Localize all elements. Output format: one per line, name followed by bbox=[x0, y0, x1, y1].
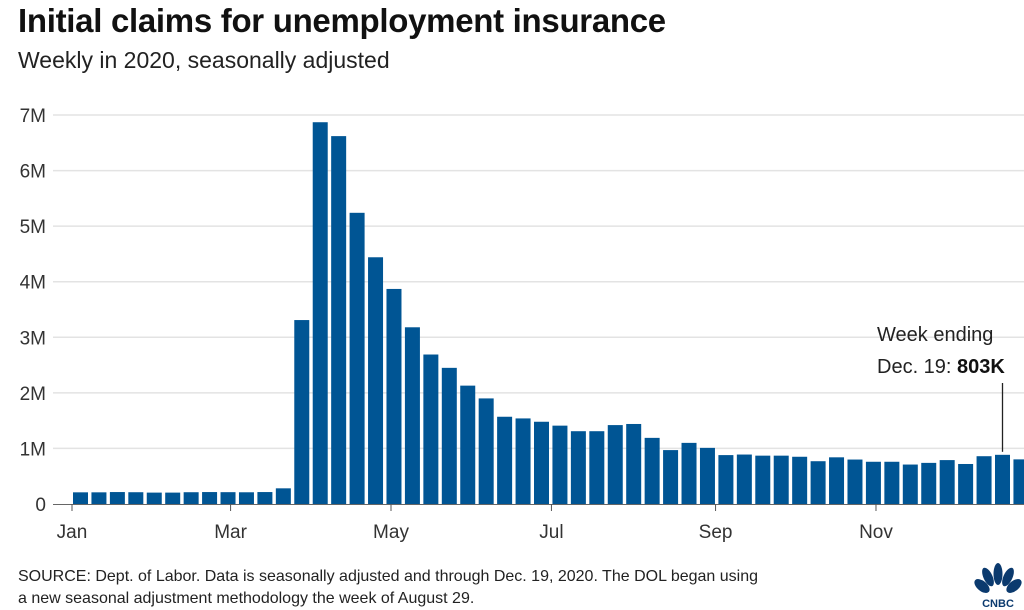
bar bbox=[810, 461, 826, 504]
bar bbox=[497, 416, 513, 504]
x-axis: Jan Mar May Jul Sep Nov bbox=[53, 504, 1024, 543]
bars bbox=[73, 122, 1024, 505]
bar bbox=[958, 463, 974, 504]
bar bbox=[792, 456, 808, 504]
gridlines bbox=[53, 114, 1024, 450]
bar bbox=[183, 492, 199, 504]
chart-title: Initial claims for unemployment insuranc… bbox=[18, 2, 666, 39]
bar bbox=[773, 455, 789, 504]
bar bbox=[220, 492, 236, 504]
bar bbox=[386, 288, 402, 504]
y-tick-label: 4M bbox=[20, 273, 46, 294]
bar bbox=[109, 492, 125, 504]
bar bbox=[902, 464, 918, 504]
source-line-1: SOURCE: Dept. of Labor. Data is seasonal… bbox=[18, 568, 759, 585]
bar bbox=[146, 492, 162, 504]
bar bbox=[534, 421, 549, 504]
bar bbox=[939, 460, 955, 504]
x-tick-label: Mar bbox=[214, 522, 247, 543]
annotation: Week ending Dec. 19: 803K bbox=[877, 324, 1005, 452]
x-tick-label: May bbox=[373, 522, 409, 543]
bar bbox=[570, 431, 586, 504]
bar bbox=[294, 320, 310, 504]
bar bbox=[847, 459, 863, 504]
bar bbox=[73, 492, 88, 504]
bar bbox=[368, 257, 384, 504]
y-tick-label: 5M bbox=[20, 217, 46, 238]
bar bbox=[515, 418, 531, 504]
bar bbox=[663, 450, 679, 504]
y-tick-label: 2M bbox=[20, 384, 46, 405]
annotation-line2: Dec. 19: 803K bbox=[877, 356, 1005, 378]
bar bbox=[644, 437, 660, 504]
bar bbox=[589, 431, 605, 504]
bar bbox=[441, 367, 457, 504]
bar bbox=[91, 492, 107, 504]
source-line-2: a new seasonal adjustment methodology th… bbox=[18, 590, 475, 607]
y-tick-label: 1M bbox=[20, 439, 46, 460]
bar bbox=[257, 492, 273, 504]
bar bbox=[275, 488, 291, 504]
bar bbox=[681, 442, 697, 504]
x-tick-label: Jul bbox=[539, 522, 563, 543]
bar bbox=[921, 462, 937, 504]
bar bbox=[349, 212, 365, 504]
bar bbox=[607, 425, 623, 504]
bar bbox=[423, 354, 439, 504]
annotation-value: 803K bbox=[957, 356, 1005, 378]
chart-subtitle: Weekly in 2020, seasonally adjusted bbox=[18, 47, 390, 73]
bar bbox=[238, 492, 254, 504]
bar bbox=[1013, 459, 1024, 504]
bar bbox=[755, 455, 771, 504]
bar bbox=[552, 425, 568, 504]
bar bbox=[128, 492, 144, 504]
bar bbox=[736, 454, 752, 504]
bar bbox=[865, 461, 881, 504]
bar bbox=[165, 492, 181, 504]
bar bbox=[884, 461, 900, 504]
peacock-icon bbox=[974, 563, 1022, 593]
annotation-date: Dec. 19: bbox=[877, 356, 957, 378]
bar bbox=[995, 454, 1010, 504]
annotation-line1: Week ending bbox=[877, 324, 993, 346]
bar bbox=[312, 122, 328, 504]
bar bbox=[718, 455, 734, 504]
y-tick-label: 0 bbox=[35, 495, 46, 516]
logo-text: CNBC bbox=[982, 598, 1014, 610]
bar bbox=[699, 447, 715, 504]
source-note: SOURCE: Dept. of Labor. Data is seasonal… bbox=[18, 566, 918, 610]
bar bbox=[460, 385, 476, 504]
x-tick-label: Nov bbox=[859, 522, 893, 543]
y-tick-label: 3M bbox=[20, 328, 46, 349]
y-tick-label: 6M bbox=[20, 162, 46, 183]
bar bbox=[626, 423, 642, 504]
x-tick-label: Sep bbox=[699, 522, 733, 543]
bar bbox=[202, 492, 218, 504]
bar bbox=[331, 136, 347, 505]
bar bbox=[829, 457, 845, 504]
y-tick-label: 7M bbox=[20, 106, 46, 127]
bar bbox=[976, 456, 992, 504]
x-tick-label: Jan bbox=[57, 522, 88, 543]
cnbc-peacock-logo: CNBC bbox=[974, 563, 1022, 610]
bar bbox=[404, 327, 420, 504]
y-axis: 0 1M 2M 3M 4M 5M 6M 7M bbox=[20, 106, 46, 516]
bar-chart: 0 1M 2M 3M 4M 5M 6M 7M Jan Mar May Jul Sep Nov Week … bbox=[20, 106, 1024, 543]
bar bbox=[478, 398, 494, 504]
